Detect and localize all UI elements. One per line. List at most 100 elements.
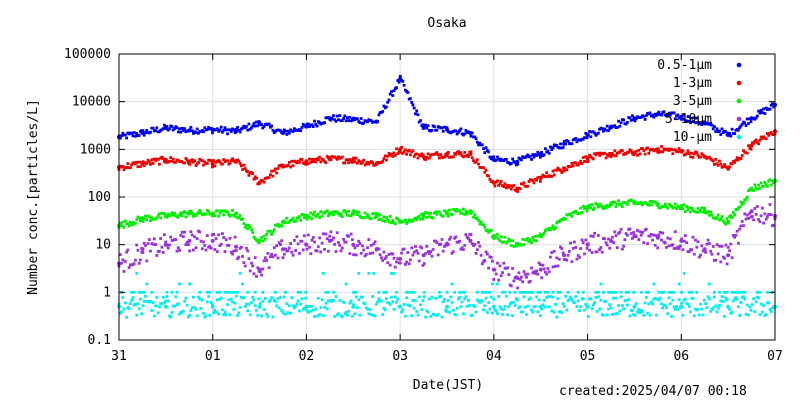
- sample-marker: [619, 295, 623, 299]
- sample-marker: [591, 157, 595, 161]
- sample-marker: [687, 305, 691, 308]
- sample-marker: [694, 238, 697, 242]
- sample-marker: [725, 290, 729, 294]
- sample-marker: [118, 221, 122, 225]
- sample-marker: [711, 306, 715, 310]
- sample-marker: [141, 160, 145, 164]
- sample-marker: [357, 272, 361, 275]
- sample-marker: [613, 200, 617, 204]
- sample-marker: [415, 249, 419, 253]
- sample-marker: [277, 306, 281, 310]
- sample-marker: [477, 162, 480, 166]
- sample-marker: [183, 161, 186, 165]
- sample-marker: [703, 298, 706, 302]
- sample-marker: [766, 290, 769, 294]
- sample-marker: [404, 263, 407, 266]
- sample-marker: [677, 247, 681, 251]
- sample-marker: [622, 244, 625, 248]
- sample-marker: [544, 175, 547, 178]
- sample-marker: [450, 282, 454, 286]
- sample-marker: [203, 244, 207, 247]
- sample-marker: [251, 124, 255, 128]
- legend-marker: [736, 62, 742, 68]
- sample-marker: [520, 158, 523, 162]
- sample-marker: [165, 125, 169, 128]
- sample-marker: [303, 307, 306, 310]
- sample-marker: [589, 297, 593, 301]
- sample-marker: [385, 105, 388, 109]
- sample-marker: [421, 153, 425, 157]
- sample-marker: [300, 126, 304, 129]
- sample-marker: [340, 315, 344, 319]
- sample-marker: [439, 153, 443, 156]
- sample-marker: [671, 243, 675, 247]
- sample-marker: [427, 297, 431, 301]
- sample-marker: [435, 151, 439, 154]
- sample-marker: [721, 300, 725, 303]
- sample-marker: [282, 219, 286, 223]
- sample-marker: [667, 290, 671, 294]
- sample-marker: [755, 187, 759, 191]
- sample-marker: [303, 216, 306, 220]
- sample-marker: [342, 117, 345, 120]
- sample-marker: [141, 220, 145, 223]
- sample-marker: [641, 203, 644, 207]
- sample-marker: [670, 148, 673, 151]
- sample-marker: [477, 241, 480, 244]
- sample-marker: [417, 214, 421, 218]
- sample-marker: [696, 153, 700, 157]
- sample-marker: [322, 158, 325, 162]
- sample-marker: [323, 248, 326, 251]
- sample-marker: [530, 308, 533, 312]
- sample-marker: [644, 114, 648, 118]
- sample-marker: [368, 252, 372, 255]
- sample-marker: [718, 159, 721, 163]
- sample-marker: [388, 215, 392, 218]
- sample-marker: [494, 309, 498, 313]
- sample-marker: [424, 252, 427, 255]
- sample-marker: [661, 231, 665, 235]
- sample-marker: [605, 124, 609, 128]
- sample-marker: [480, 300, 484, 303]
- sample-marker: [328, 155, 332, 159]
- sample-marker: [435, 212, 439, 216]
- sample-marker: [540, 276, 543, 280]
- sample-marker: [358, 121, 362, 124]
- sample-marker: [150, 290, 154, 294]
- sample-marker: [383, 154, 387, 158]
- sample-marker: [257, 297, 261, 301]
- sample-marker: [159, 216, 162, 220]
- sample-marker: [460, 300, 464, 304]
- sample-marker: [356, 161, 359, 165]
- sample-marker: [633, 119, 637, 123]
- sample-marker: [489, 256, 493, 259]
- sample-marker: [388, 263, 392, 267]
- sample-marker: [208, 290, 212, 294]
- sample-marker: [614, 296, 618, 300]
- sample-marker: [507, 185, 511, 189]
- sample-marker: [135, 218, 139, 222]
- sample-marker: [758, 187, 762, 190]
- sample-marker: [248, 269, 252, 273]
- sample-marker: [532, 270, 536, 274]
- sample-marker: [315, 249, 319, 253]
- sample-marker: [704, 250, 707, 254]
- sample-marker: [421, 123, 425, 127]
- sample-marker: [603, 151, 607, 155]
- sample-marker: [406, 251, 410, 254]
- sample-marker: [324, 290, 328, 294]
- legend-label: 10-μm: [673, 130, 712, 145]
- sample-marker: [459, 151, 463, 155]
- sample-marker: [298, 252, 301, 255]
- sample-marker: [713, 125, 716, 128]
- sample-marker: [498, 182, 502, 186]
- legend-marker: [736, 80, 742, 86]
- sample-marker: [426, 152, 430, 156]
- sample-marker: [477, 143, 480, 147]
- sample-marker: [532, 239, 536, 242]
- sample-marker: [450, 213, 454, 216]
- sample-marker: [373, 163, 377, 167]
- sample-marker: [280, 309, 284, 312]
- sample-marker: [672, 111, 676, 115]
